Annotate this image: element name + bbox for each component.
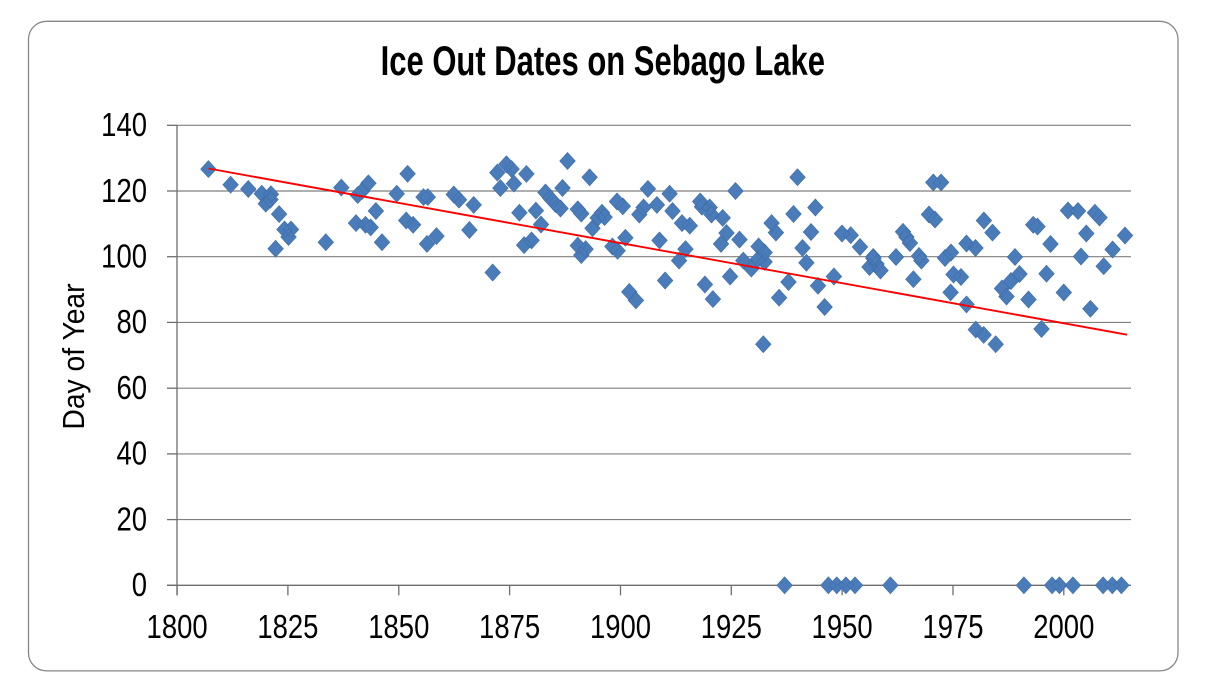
svg-text:20: 20 <box>116 501 147 538</box>
svg-text:Ice Out Dates on Sebago Lake: Ice Out Dates on Sebago Lake <box>381 37 825 84</box>
svg-text:0: 0 <box>132 567 147 604</box>
svg-text:80: 80 <box>116 304 147 341</box>
svg-text:100: 100 <box>101 238 147 275</box>
svg-text:40: 40 <box>116 435 147 472</box>
svg-text:2000: 2000 <box>1033 608 1094 645</box>
svg-text:1850: 1850 <box>368 608 429 645</box>
svg-text:140: 140 <box>101 107 147 144</box>
svg-text:1975: 1975 <box>922 608 983 645</box>
svg-text:1825: 1825 <box>257 608 318 645</box>
svg-text:1900: 1900 <box>590 608 651 645</box>
svg-text:120: 120 <box>101 172 147 209</box>
svg-text:1950: 1950 <box>812 608 873 645</box>
svg-text:60: 60 <box>116 369 147 406</box>
svg-text:1875: 1875 <box>479 608 540 645</box>
svg-text:1800: 1800 <box>147 608 208 645</box>
svg-text:1925: 1925 <box>701 608 762 645</box>
svg-text:Day of Year: Day of Year <box>57 283 91 429</box>
